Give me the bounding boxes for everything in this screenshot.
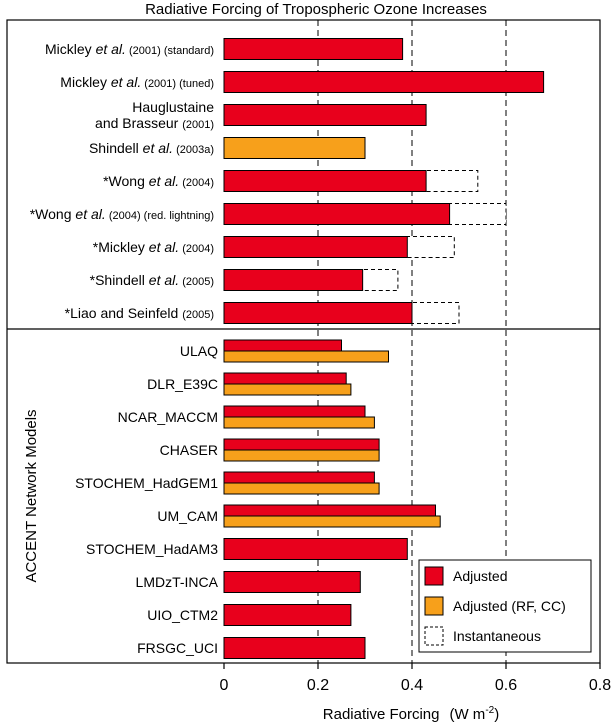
- model-label: DLR_E39C: [147, 376, 218, 392]
- legend-label: Adjusted: [453, 568, 507, 584]
- adjusted-bar: [223, 203, 451, 225]
- adjusted-bar: [223, 104, 427, 126]
- category-label-part: Hauglustaine: [132, 99, 214, 115]
- category-label-part: (red. lightning): [141, 210, 214, 222]
- adjusted-rf-cc-bar: [223, 416, 375, 429]
- adjusted-bar: [223, 471, 375, 484]
- category-label-part: Mickley: [60, 74, 111, 90]
- category-label-part: *Shindell: [90, 272, 149, 288]
- study-label: *Shindell et al. (2005): [90, 272, 214, 288]
- adjusted-bar: [223, 405, 366, 418]
- adjusted-bar: [223, 236, 408, 258]
- study-label: *Liao and Seinfeld (2005): [65, 305, 214, 321]
- x-axis-label-exponent: -2: [485, 705, 494, 716]
- adjusted-rf-cc-bar: [223, 350, 389, 363]
- x-tick-label: 0.2: [307, 677, 329, 694]
- adjusted-bar: [223, 339, 342, 352]
- category-label-part: (2004): [179, 177, 214, 189]
- category-label-part: (2001): [126, 45, 161, 57]
- category-label-part: Shindell: [89, 140, 143, 156]
- study-label: Shindell et al. (2003a): [89, 140, 214, 156]
- adjusted-bar: [223, 604, 352, 626]
- model-label: CHASER: [160, 442, 218, 458]
- category-label-part: (2001): [182, 119, 214, 131]
- x-axis-label: Radiative Forcing (W m-2): [323, 705, 499, 723]
- category-label-part: and Brasseur: [95, 115, 182, 131]
- adjusted-bar: [223, 504, 436, 517]
- adjusted-bar: [223, 538, 408, 560]
- legend-box: [418, 559, 592, 653]
- category-label-part: et al.: [149, 239, 179, 255]
- category-label-part: *Wong: [103, 173, 149, 189]
- model-label: NCAR_MACCM: [118, 409, 218, 425]
- adjusted-bar: [223, 571, 361, 593]
- category-label-part: (2005): [182, 309, 214, 321]
- x-axis-label-unit: (W m: [449, 706, 485, 723]
- legend-swatch: [424, 596, 444, 616]
- category-label-part: et al.: [149, 173, 179, 189]
- group-label: ACCENT Network Models: [23, 409, 40, 582]
- adjusted-bar: [223, 269, 364, 291]
- category-label-part: (2005): [179, 276, 214, 288]
- adjusted-rf-cc-bar: [223, 515, 441, 528]
- model-label: STOCHEM_HadGEM1: [75, 475, 218, 491]
- category-label-part: et al.: [75, 206, 105, 222]
- bars: [223, 38, 545, 659]
- adjusted-bar: [223, 438, 380, 451]
- category-label-part: et al.: [96, 41, 126, 57]
- category-label-part: (standard): [161, 45, 214, 57]
- category-label-part: (2004): [179, 243, 214, 255]
- legend: Adjusted Adjusted (RF, CC) Instantaneous: [418, 559, 592, 653]
- study-label: *Wong et al. (2004): [103, 173, 214, 189]
- x-tick-label: 0.8: [589, 677, 611, 694]
- x-axis-label-close: ): [494, 706, 499, 723]
- model-label: STOCHEM_HadAM3: [86, 541, 218, 557]
- adjusted-rf-cc-bar: [223, 137, 366, 159]
- category-label-part: et al.: [111, 74, 141, 90]
- chart-title: Radiative Forcing of Tropospheric Ozone …: [145, 1, 487, 18]
- adjusted-bar: [223, 372, 347, 385]
- x-axis-ticks: 0 0.2 0.4 0.6 0.8: [220, 663, 611, 694]
- model-label: UIO_CTM2: [147, 607, 218, 623]
- model-label: LMDzT-INCA: [136, 574, 219, 590]
- category-label-part: *Mickley: [93, 239, 149, 255]
- category-label-part: Mickley: [45, 41, 96, 57]
- study-label: Mickley et al. (2001) (standard): [45, 41, 214, 57]
- x-tick-label: 0.4: [401, 677, 423, 694]
- category-label-part: *Wong: [30, 206, 76, 222]
- study-label: and Brasseur (2001): [95, 115, 214, 131]
- category-label-part: (2003a): [173, 144, 214, 156]
- adjusted-bar: [223, 637, 366, 659]
- adjusted-bar: [223, 71, 545, 93]
- category-label-part: et al.: [149, 272, 179, 288]
- adjusted-bar: [223, 38, 404, 60]
- adjusted-rf-cc-bar: [223, 383, 352, 396]
- x-axis-label-name: Radiative Forcing: [323, 706, 440, 723]
- category-label-part: (tuned): [176, 78, 214, 90]
- category-label-part: et al.: [143, 140, 173, 156]
- study-label: *Wong et al. (2004) (red. lightning): [30, 206, 214, 222]
- category-label-part: (2004): [106, 210, 141, 222]
- x-tick-label: 0: [220, 677, 229, 694]
- category-label-part: (2001): [141, 78, 176, 90]
- legend-swatch: [424, 626, 444, 646]
- legend-label: Instantaneous: [453, 628, 541, 644]
- legend-label: Adjusted (RF, CC): [453, 598, 566, 614]
- plot-frame: [6, 19, 601, 664]
- adjusted-bar: [223, 170, 427, 192]
- adjusted-rf-cc-bar: [223, 449, 380, 462]
- adjusted-rf-cc-bar: [223, 482, 380, 495]
- category-label-part: *Liao and Seinfeld: [65, 305, 183, 321]
- study-label: Hauglustaine: [132, 99, 214, 115]
- study-label: *Mickley et al. (2004): [93, 239, 214, 255]
- model-label: ULAQ: [180, 343, 218, 359]
- model-label: UM_CAM: [157, 508, 218, 524]
- adjusted-bar: [223, 302, 413, 324]
- legend-swatch: [424, 566, 444, 586]
- study-label: Mickley et al. (2001) (tuned): [60, 74, 214, 90]
- x-tick-label: 0.6: [495, 677, 517, 694]
- category-labels: Mickley et al. (2001) (standard)Mickley …: [30, 41, 219, 656]
- model-label: FRSGC_UCI: [137, 640, 218, 656]
